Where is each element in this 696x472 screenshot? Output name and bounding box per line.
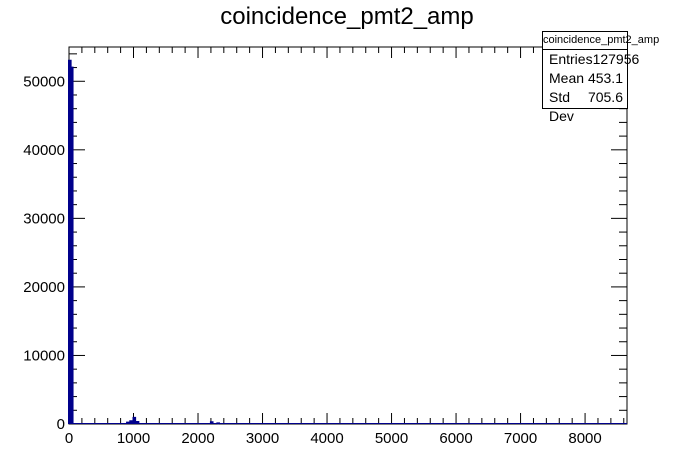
stats-value: 453.1 — [587, 70, 623, 86]
y-tick-label: 50000 — [23, 73, 65, 90]
y-tick-label: 10000 — [23, 347, 65, 364]
x-tick-label: 2000 — [181, 430, 214, 447]
x-tick-label: 6000 — [439, 430, 472, 447]
stats-label: Entries — [549, 51, 593, 67]
histogram-series — [68, 59, 627, 425]
x-tick-label: 3000 — [246, 430, 279, 447]
axis-tick-labels: 0 1000 2000 3000 4000 5000 6000 7000 8000 0 10000 2… — [23, 73, 601, 447]
y-tick-label: 0 — [57, 416, 65, 433]
stats-value: 705.6 — [587, 89, 623, 105]
histogram-bin — [132, 416, 137, 424]
y-tick-label: 30000 — [23, 210, 65, 227]
stats-label: Std Dev — [549, 89, 574, 124]
x-tick-label: 8000 — [568, 430, 601, 447]
stats-row-mean: Mean 453.1 — [543, 69, 627, 88]
y-tick-label: 20000 — [23, 279, 65, 296]
x-tick-label: 5000 — [375, 430, 408, 447]
histogram-bin — [129, 420, 133, 424]
histogram-bin — [69, 66, 74, 424]
x-tick-label: 4000 — [310, 430, 343, 447]
histogram-bin — [135, 420, 140, 424]
stats-row-stddev: Std Dev 705.6 — [543, 88, 627, 124]
y-tick-label: 40000 — [23, 142, 65, 159]
x-tick-label: 1000 — [117, 430, 150, 447]
chart-title: coincidence_pmt2_amp — [220, 3, 474, 30]
stats-label: Mean — [549, 70, 585, 86]
x-tick-label: 0 — [65, 430, 73, 447]
stats-value: 127956 — [592, 51, 640, 67]
stats-box-title: coincidence_pmt2_amp — [543, 32, 659, 50]
stats-box: coincidence_pmt2_amp Entries 127956 Mean… — [542, 31, 659, 124]
stats-row-entries: Entries 127956 — [543, 50, 639, 69]
x-tick-label: 7000 — [504, 430, 537, 447]
